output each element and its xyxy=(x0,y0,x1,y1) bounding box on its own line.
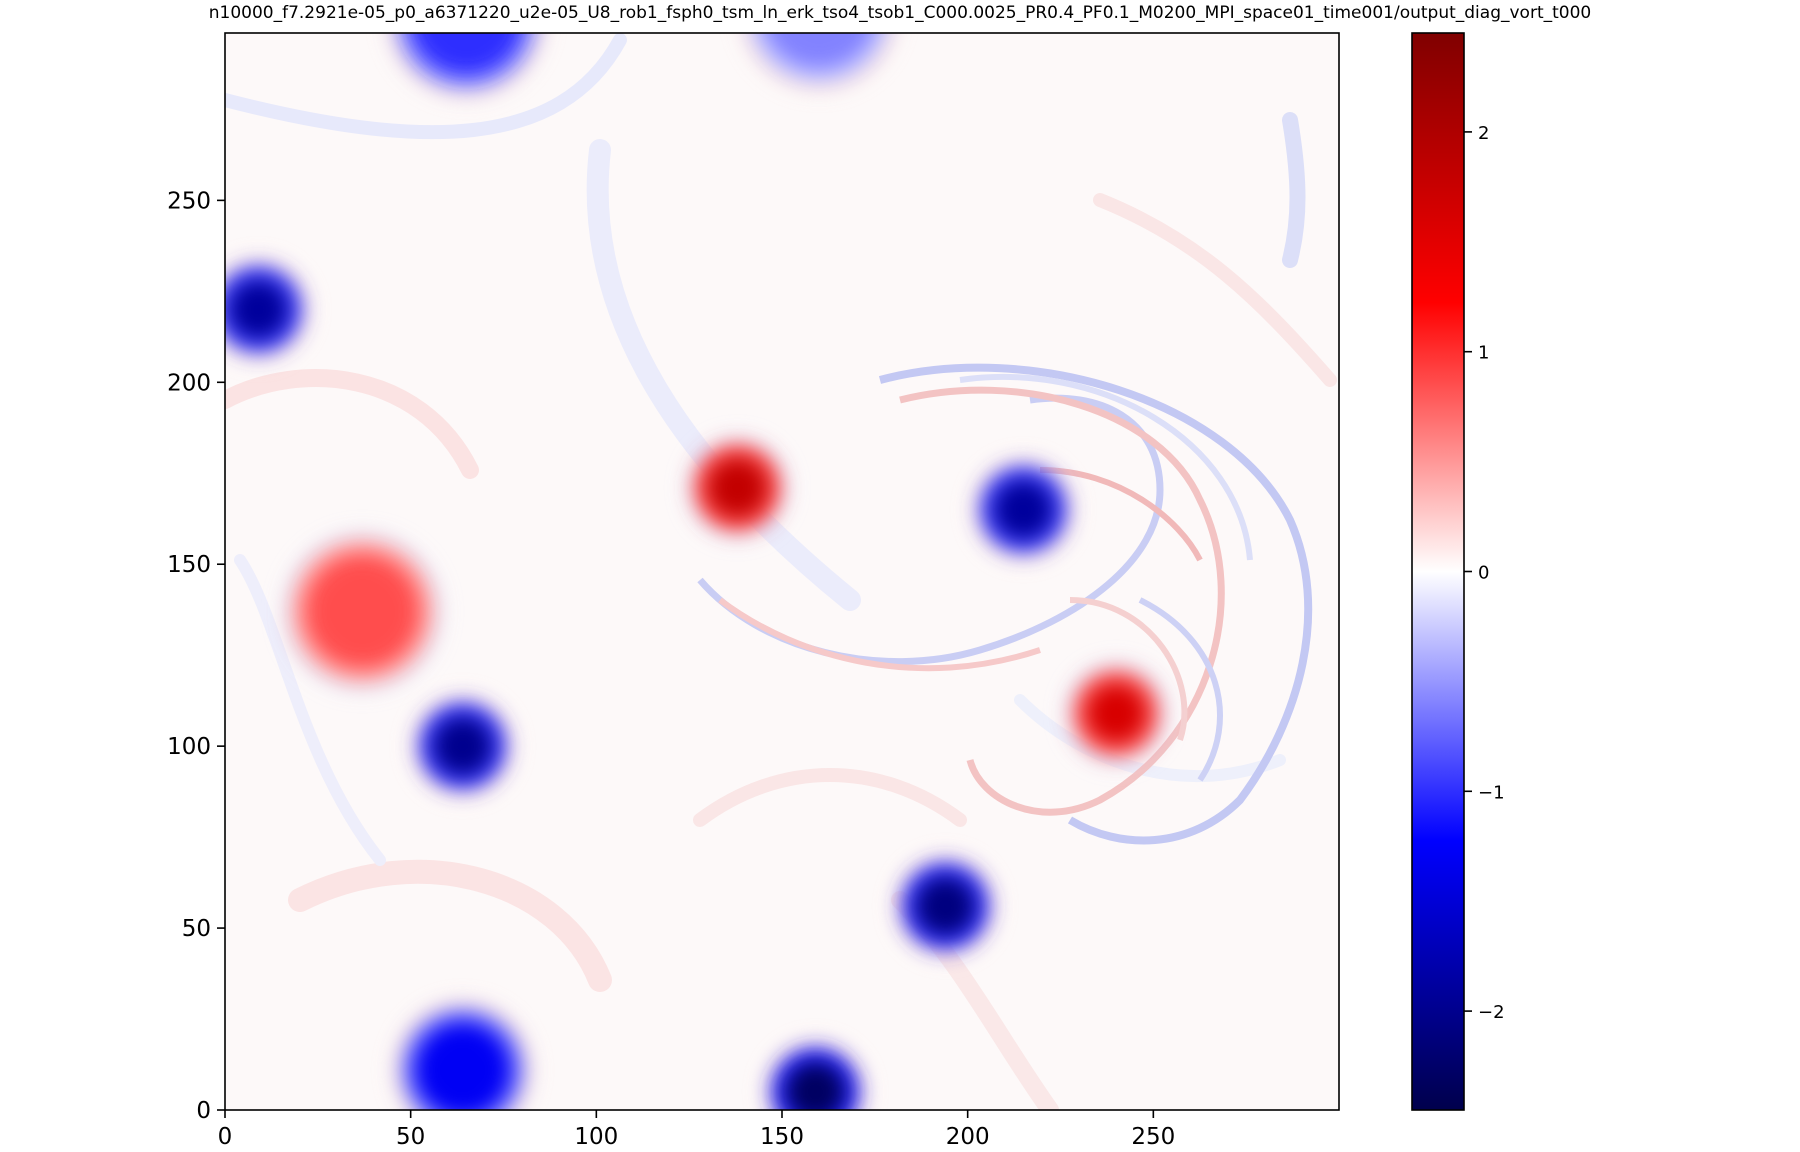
y-tick-label: 0 xyxy=(196,1098,211,1124)
positive-vortex xyxy=(707,457,768,518)
y-tick-label: 200 xyxy=(167,370,211,396)
chart-title: n10000_f7.2921e-05_p0_a6371220_u2e-05_U8… xyxy=(209,3,1591,23)
colorbar: −2 −1 0 1 2 xyxy=(1411,32,1505,1111)
colorbar-gradient xyxy=(1412,33,1464,1110)
x-tick-label: 250 xyxy=(1131,1124,1175,1150)
spiral-arms xyxy=(697,363,1313,845)
y-tick-label: 50 xyxy=(182,916,211,942)
negative-vortex xyxy=(228,279,289,340)
vortex-markers xyxy=(225,33,1169,1110)
colorbar-tick-label: 2 xyxy=(1478,123,1489,144)
x-tick-label: 0 xyxy=(218,1124,233,1150)
negative-vortex xyxy=(414,1021,511,1110)
negative-vortex xyxy=(410,33,523,77)
x-axis: 0 50 100 150 200 250 xyxy=(218,1110,1175,1150)
x-tick-label: 150 xyxy=(760,1124,804,1150)
negative-vortex xyxy=(432,716,493,777)
y-tick-label: 150 xyxy=(167,552,211,578)
y-tick-label: 100 xyxy=(167,734,211,760)
colorbar-tick-label: −2 xyxy=(1478,1002,1505,1023)
colorbar-tick-label: −1 xyxy=(1478,782,1505,803)
vorticity-field xyxy=(225,33,1337,1110)
negative-vortex xyxy=(915,876,976,937)
negative-vortex xyxy=(765,33,873,70)
x-tick-label: 50 xyxy=(396,1124,425,1150)
colorbar-tick-label: 0 xyxy=(1478,563,1489,584)
y-axis: 0 50 100 150 200 250 xyxy=(167,188,225,1124)
colorbar-tick-label: 1 xyxy=(1478,343,1489,364)
colorbar-ticks: −2 −1 0 1 2 xyxy=(1464,123,1505,1023)
negative-vortex xyxy=(785,1061,846,1110)
x-tick-label: 200 xyxy=(946,1124,990,1150)
positive-vortex xyxy=(304,553,421,670)
negative-vortex xyxy=(993,479,1054,540)
y-tick-label: 250 xyxy=(167,188,211,214)
x-tick-label: 100 xyxy=(574,1124,618,1150)
positive-vortex xyxy=(1086,683,1147,744)
heatmap-plot-area xyxy=(224,32,1340,1111)
